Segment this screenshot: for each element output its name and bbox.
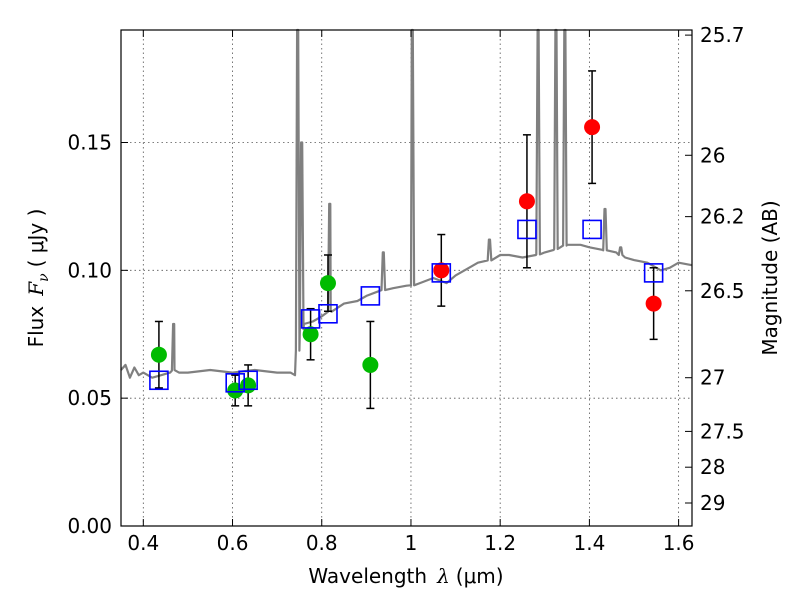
y2-axis-title: Magnitude (AB)	[758, 200, 782, 355]
y2-axis-ticks: 25.7 26 26.2 26.5 27 27.5 28 29	[685, 23, 745, 515]
green-data-point	[302, 326, 319, 343]
y2-tick-label: 28	[700, 455, 725, 479]
model-photometry-square	[225, 373, 245, 393]
green-data-point	[362, 356, 379, 373]
model-photometry-square	[517, 219, 537, 240]
red-data-point	[433, 262, 450, 279]
data-points-layer	[149, 119, 664, 399]
green-data-point	[319, 275, 336, 292]
x-tick-label: 1.4	[573, 531, 605, 555]
model-spectrum-line	[120, 28, 693, 379]
model-photometry-square	[582, 219, 602, 240]
model-photometry-square	[149, 370, 169, 391]
red-data-point	[645, 295, 662, 312]
model-photometry-square	[318, 303, 338, 324]
red-data-point	[584, 119, 601, 136]
green-data-point	[240, 377, 257, 394]
x-tick-label: 1	[405, 531, 418, 555]
green-data-point	[150, 346, 167, 363]
y-tick-label: 0.15	[67, 130, 112, 154]
y2-tick-label: 27.5	[700, 419, 745, 443]
y2-tick-label: 26	[700, 143, 725, 167]
grid-lines	[121, 30, 692, 526]
x-tick-label: 0.4	[127, 531, 159, 555]
y-axis-title: FluxFν( μJy )	[24, 209, 52, 348]
y-tick-label: 0.10	[67, 258, 112, 282]
x-axis-ticks: 0.4 0.6 0.8 1 1.2 1.4 1.6	[127, 30, 695, 555]
model-photometry-square	[360, 286, 381, 306]
y2-tick-label: 29	[700, 491, 725, 515]
y-tick-label: 0.05	[67, 386, 112, 410]
y2-tick-label: 26.5	[700, 279, 745, 303]
x-tick-label: 1.6	[663, 531, 695, 555]
error-bars-layer	[154, 70, 658, 410]
model-photometry-square	[431, 263, 452, 283]
model-photometry-square	[238, 370, 258, 391]
y-axis-ticks: 0.00 0.05 0.10 0.15	[67, 130, 128, 538]
x-tick-label: 1.2	[484, 531, 516, 555]
model-photometry-square	[643, 263, 664, 283]
y-tick-label: 0.00	[67, 514, 112, 538]
x-tick-label: 0.8	[306, 531, 338, 555]
red-data-point	[518, 193, 535, 210]
plot-frame	[120, 29, 693, 527]
x-axis-title: Wavelength λ (μm)	[308, 564, 503, 588]
y2-tick-label: 26.2	[700, 205, 745, 229]
y2-tick-label: 25.7	[700, 23, 745, 47]
model-spectrum-layer	[120, 28, 693, 379]
y2-tick-label: 27	[700, 366, 725, 390]
x-tick-label: 0.6	[217, 531, 249, 555]
